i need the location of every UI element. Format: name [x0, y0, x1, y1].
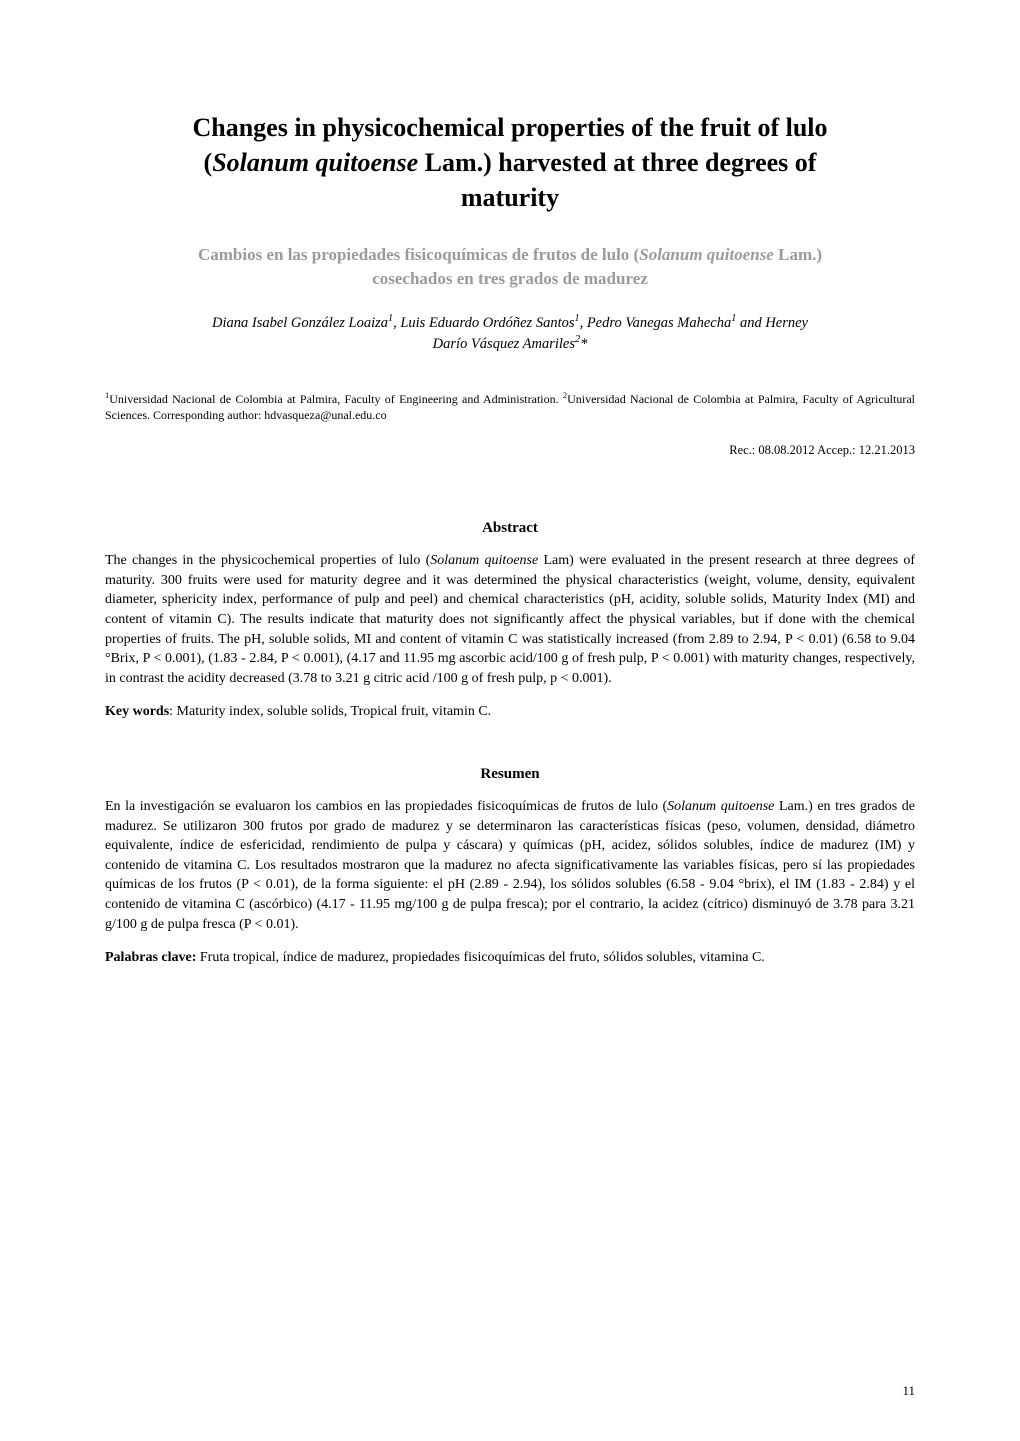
- keywords-text: : Maturity index, soluble solids, Tropic…: [169, 704, 491, 719]
- subtitle-line-1-suffix: Lam.): [774, 245, 822, 264]
- abstract-prefix: The changes in the physicochemical prope…: [105, 553, 430, 568]
- resumen-body: En la investigación se evaluaron los cam…: [105, 797, 915, 934]
- title-line-1: Changes in physicochemical properties of…: [192, 113, 827, 142]
- page-container: Changes in physicochemical properties of…: [0, 0, 1020, 1441]
- resumen-prefix: En la investigación se evaluaron los cam…: [105, 799, 667, 814]
- author-line-2: Darío Vásquez Amariles: [433, 336, 575, 352]
- resumen-italic: Solanum quitoense: [667, 799, 774, 814]
- title-line-2-italic: Solanum quitoense: [212, 148, 418, 177]
- title-line-2-suffix: Lam.) harvested at three degrees of: [418, 148, 816, 177]
- dates-line: Rec.: 08.08.2012 Accep.: 12.21.2013: [105, 443, 915, 458]
- affiliations: 1Universidad Nacional de Colombia at Pal…: [105, 391, 915, 423]
- palabras-text: Fruta tropical, índice de madurez, propi…: [196, 950, 764, 965]
- keywords-line: Key words: Maturity index, soluble solid…: [105, 702, 915, 722]
- author-sep-2: , Pedro Vanegas Mahecha: [580, 315, 732, 331]
- abstract-heading: Abstract: [105, 520, 915, 537]
- abstract-body: The changes in the physicochemical prope…: [105, 551, 915, 688]
- resumen-text: Lam.) en tres grados de madurez. Se util…: [105, 799, 915, 932]
- article-title: Changes in physicochemical properties of…: [105, 110, 915, 215]
- author-sep-3: and Herney: [736, 315, 808, 331]
- abstract-italic: Solanum quitoense: [430, 553, 538, 568]
- palabras-clave-line: Palabras clave: Fruta tropical, índice d…: [105, 948, 915, 968]
- title-line-3: maturity: [461, 183, 559, 212]
- abstract-text: Lam) were evaluated in the present resea…: [105, 553, 915, 686]
- subtitle-line-1-italic: Solanum quitoense: [639, 245, 774, 264]
- subtitle-line-2: cosechados en tres grados de madurez: [372, 269, 648, 288]
- subtitle-line-1-prefix: Cambios en las propiedades fisicoquímica…: [198, 245, 639, 264]
- title-line-2-prefix: (: [204, 148, 213, 177]
- author-corresp-mark: *: [580, 336, 587, 352]
- page-number: 11: [902, 1383, 915, 1399]
- palabras-label: Palabras clave:: [105, 950, 196, 965]
- affil-text-1: Universidad Nacional de Colombia at Palm…: [109, 392, 563, 406]
- author-sep-1: , Luis Eduardo Ordóñez Santos: [393, 315, 574, 331]
- resumen-heading: Resumen: [105, 766, 915, 783]
- author-1: Diana Isabel González Loaiza: [212, 315, 388, 331]
- authors-block: Diana Isabel González Loaiza1, Luis Edua…: [105, 313, 915, 355]
- article-subtitle: Cambios en las propiedades fisicoquímica…: [105, 243, 915, 291]
- keywords-label: Key words: [105, 704, 169, 719]
